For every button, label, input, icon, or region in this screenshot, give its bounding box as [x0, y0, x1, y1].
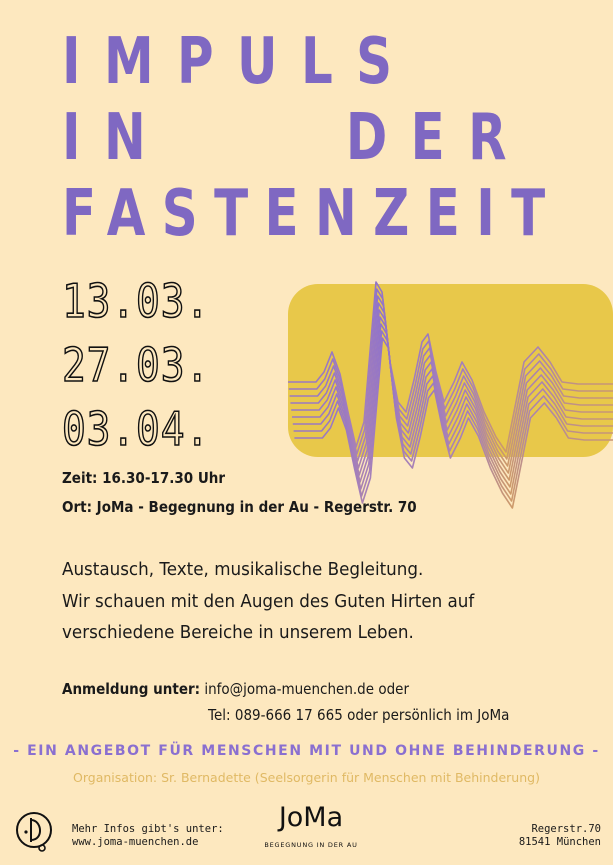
footer-address: Regerstr.70 81541 München	[519, 823, 601, 849]
offer-banner: - EIN ANGEBOT FÜR MENSCHEN MIT UND OHNE …	[13, 743, 600, 759]
address-city: 81541 München	[518, 836, 601, 848]
registration-label: Anmeldung unter:	[62, 680, 201, 698]
organisation-note: Organisation: Sr. Bernadette (Seelsorger…	[73, 770, 540, 785]
registration-line: Anmeldung unter: info@joma-muenchen.de o…	[62, 680, 409, 698]
joma-brand: JoMa	[278, 802, 344, 833]
description-line-3: verschiedene Bereiche in unserem Leben.	[62, 622, 414, 643]
description-line-1: Austausch, Texte, musikalische Begleitun…	[62, 559, 424, 580]
sound-wave-graphic	[288, 281, 613, 509]
date-2: 27.03.	[61, 338, 211, 392]
date-1: 13.03.	[61, 274, 211, 328]
more-info: Mehr Infos gibt's unter: www.joma-muench…	[72, 823, 224, 849]
title-line-2: IN DER	[62, 106, 530, 170]
joma-tagline: BEGEGNUNG IN DER AU	[264, 841, 358, 849]
event-place: Ort: JoMa - Begegnung in der Au - Regers…	[62, 498, 417, 516]
description-line-2: Wir schauen mit den Augen des Guten Hirt…	[62, 591, 475, 612]
title-in: IN	[62, 101, 170, 175]
more-info-label: Mehr Infos gibt's unter:	[72, 823, 224, 835]
registration-phone: Tel: 089-666 17 665 oder persönlich im J…	[208, 706, 510, 724]
website-link[interactable]: www.joma-muenchen.de	[72, 836, 199, 848]
title-line-1: IMPULS	[62, 25, 416, 99]
title-der: DER	[345, 101, 530, 175]
wave-lines	[288, 281, 613, 509]
joma-circle-logo-icon	[16, 812, 52, 852]
address-street: Regerstr.70	[531, 823, 601, 835]
date-3: 03.04.	[61, 402, 211, 456]
title-line-3: FASTENZEIT	[62, 177, 562, 251]
wave-line	[294, 337, 613, 509]
registration-email[interactable]: info@joma-muenchen.de oder	[200, 680, 410, 698]
event-time: Zeit: 16.30-17.30 Uhr	[62, 469, 226, 487]
